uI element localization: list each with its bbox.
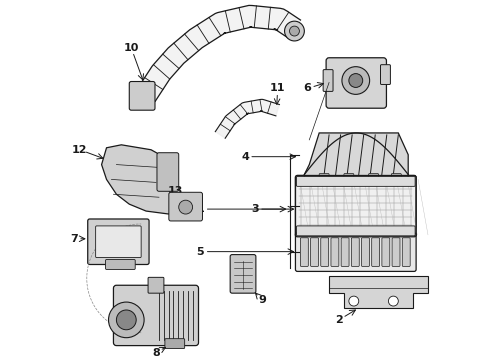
Circle shape	[117, 310, 136, 330]
FancyBboxPatch shape	[381, 65, 391, 85]
Circle shape	[349, 73, 363, 87]
FancyBboxPatch shape	[382, 238, 390, 266]
Polygon shape	[304, 133, 408, 177]
Circle shape	[179, 200, 193, 214]
FancyBboxPatch shape	[392, 238, 400, 266]
FancyBboxPatch shape	[114, 285, 198, 346]
Text: 11: 11	[270, 84, 285, 94]
Text: 5: 5	[196, 247, 204, 257]
FancyBboxPatch shape	[230, 255, 256, 293]
FancyBboxPatch shape	[296, 176, 415, 186]
FancyBboxPatch shape	[295, 233, 416, 271]
Circle shape	[108, 302, 144, 338]
FancyBboxPatch shape	[344, 174, 354, 181]
FancyBboxPatch shape	[105, 260, 135, 269]
Polygon shape	[215, 99, 279, 138]
FancyBboxPatch shape	[129, 81, 155, 110]
FancyBboxPatch shape	[323, 69, 333, 91]
Text: 7: 7	[70, 234, 78, 244]
Text: 6: 6	[303, 84, 311, 94]
Text: 3: 3	[251, 204, 259, 214]
FancyBboxPatch shape	[311, 238, 319, 266]
Text: 2: 2	[335, 315, 343, 325]
FancyBboxPatch shape	[148, 277, 164, 293]
Polygon shape	[137, 5, 300, 101]
FancyBboxPatch shape	[296, 226, 415, 236]
FancyBboxPatch shape	[300, 238, 308, 266]
FancyBboxPatch shape	[392, 174, 401, 181]
Polygon shape	[101, 145, 176, 214]
FancyBboxPatch shape	[326, 58, 387, 108]
Text: 12: 12	[72, 145, 88, 155]
Circle shape	[342, 67, 369, 94]
FancyBboxPatch shape	[96, 226, 141, 257]
Text: 8: 8	[152, 347, 160, 357]
FancyBboxPatch shape	[331, 238, 339, 266]
Polygon shape	[329, 276, 428, 308]
FancyBboxPatch shape	[402, 238, 410, 266]
Text: 13: 13	[168, 186, 183, 196]
Text: 4: 4	[241, 152, 249, 162]
FancyBboxPatch shape	[88, 219, 149, 265]
FancyBboxPatch shape	[341, 238, 349, 266]
FancyBboxPatch shape	[321, 238, 329, 266]
FancyBboxPatch shape	[157, 153, 179, 191]
Circle shape	[285, 21, 304, 41]
FancyBboxPatch shape	[372, 238, 380, 266]
Text: 9: 9	[258, 295, 266, 305]
FancyBboxPatch shape	[362, 238, 369, 266]
Circle shape	[349, 296, 359, 306]
FancyBboxPatch shape	[169, 192, 202, 221]
FancyBboxPatch shape	[368, 174, 379, 181]
Circle shape	[290, 26, 299, 36]
FancyBboxPatch shape	[295, 175, 416, 237]
FancyBboxPatch shape	[319, 174, 329, 181]
FancyBboxPatch shape	[165, 339, 185, 348]
Text: 10: 10	[123, 43, 139, 53]
Circle shape	[389, 296, 398, 306]
Text: 1: 1	[196, 204, 204, 214]
FancyBboxPatch shape	[351, 238, 359, 266]
